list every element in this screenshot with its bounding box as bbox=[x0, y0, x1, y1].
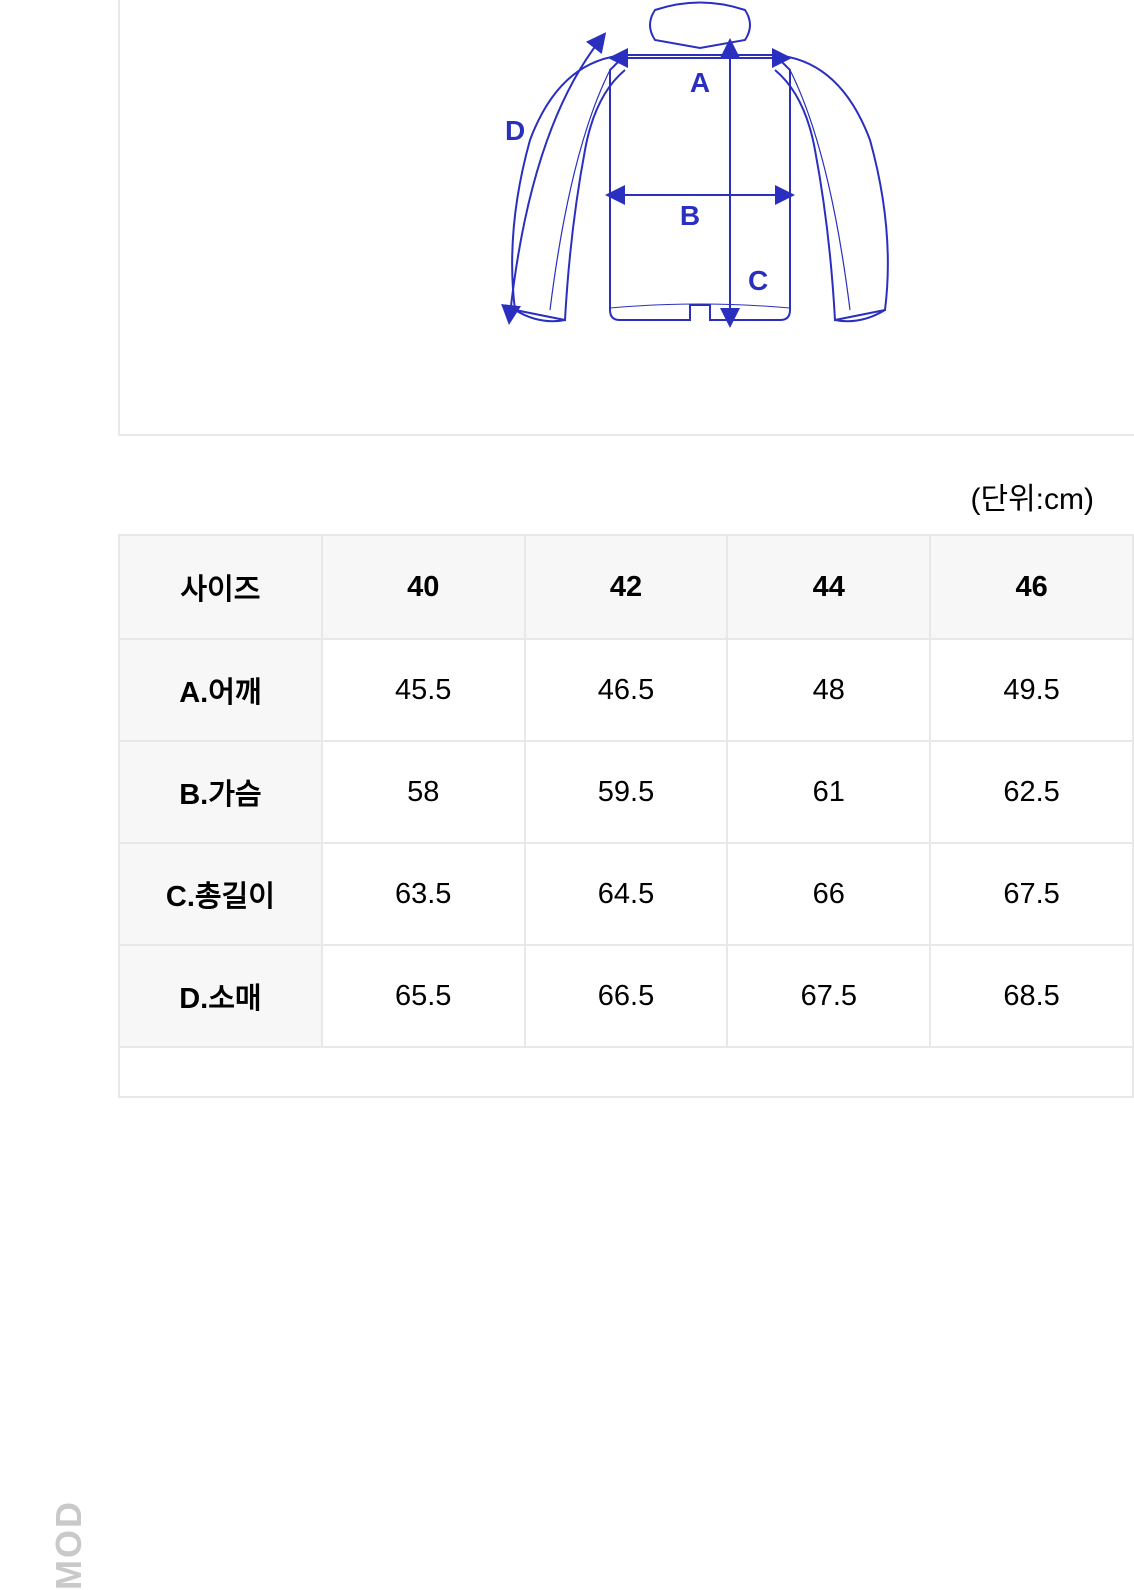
unit-label: (단위:cm) bbox=[970, 474, 1094, 518]
cell: 49.5 bbox=[930, 639, 1133, 741]
row-label-b: B.가슴 bbox=[119, 741, 322, 843]
cell: 65.5 bbox=[322, 945, 525, 1047]
cell: 46.5 bbox=[525, 639, 728, 741]
jacket-diagram: A B C D bbox=[450, 0, 950, 360]
cell: 62.5 bbox=[930, 741, 1133, 843]
row-label-a: A.어깨 bbox=[119, 639, 322, 741]
cell: 64.5 bbox=[525, 843, 728, 945]
diagram-label-b: B bbox=[680, 200, 700, 231]
cell: 66 bbox=[727, 843, 930, 945]
cell: 63.5 bbox=[322, 843, 525, 945]
cell: 68.5 bbox=[930, 945, 1133, 1047]
col-header-46: 46 bbox=[930, 535, 1133, 639]
table-header-row: 사이즈 40 42 44 46 bbox=[119, 535, 1133, 639]
cell: 67.5 bbox=[727, 945, 930, 1047]
table-row: C.총길이 63.5 64.5 66 67.5 bbox=[119, 843, 1133, 945]
cell: 48 bbox=[727, 639, 930, 741]
size-table: 사이즈 40 42 44 46 A.어깨 45.5 46.5 48 49.5 B… bbox=[118, 534, 1134, 1098]
diagram-label-d: D bbox=[505, 115, 525, 146]
table-row-empty bbox=[119, 1047, 1133, 1097]
col-header-size: 사이즈 bbox=[119, 535, 322, 639]
diagram-frame: A B C D bbox=[118, 0, 1134, 436]
row-label-d: D.소매 bbox=[119, 945, 322, 1047]
cell: 67.5 bbox=[930, 843, 1133, 945]
col-header-40: 40 bbox=[322, 535, 525, 639]
col-header-44: 44 bbox=[727, 535, 930, 639]
cell: 66.5 bbox=[525, 945, 728, 1047]
table-row: B.가슴 58 59.5 61 62.5 bbox=[119, 741, 1133, 843]
diagram-label-a: A bbox=[690, 67, 710, 98]
diagram-label-c: C bbox=[748, 265, 768, 296]
cell: 45.5 bbox=[322, 639, 525, 741]
cell: 58 bbox=[322, 741, 525, 843]
row-label-c: C.총길이 bbox=[119, 843, 322, 945]
empty-cell bbox=[119, 1047, 1133, 1097]
col-header-42: 42 bbox=[525, 535, 728, 639]
table-row: A.어깨 45.5 46.5 48 49.5 bbox=[119, 639, 1133, 741]
watermark-text: MOD bbox=[48, 1500, 90, 1590]
table-row: D.소매 65.5 66.5 67.5 68.5 bbox=[119, 945, 1133, 1047]
cell: 61 bbox=[727, 741, 930, 843]
cell: 59.5 bbox=[525, 741, 728, 843]
